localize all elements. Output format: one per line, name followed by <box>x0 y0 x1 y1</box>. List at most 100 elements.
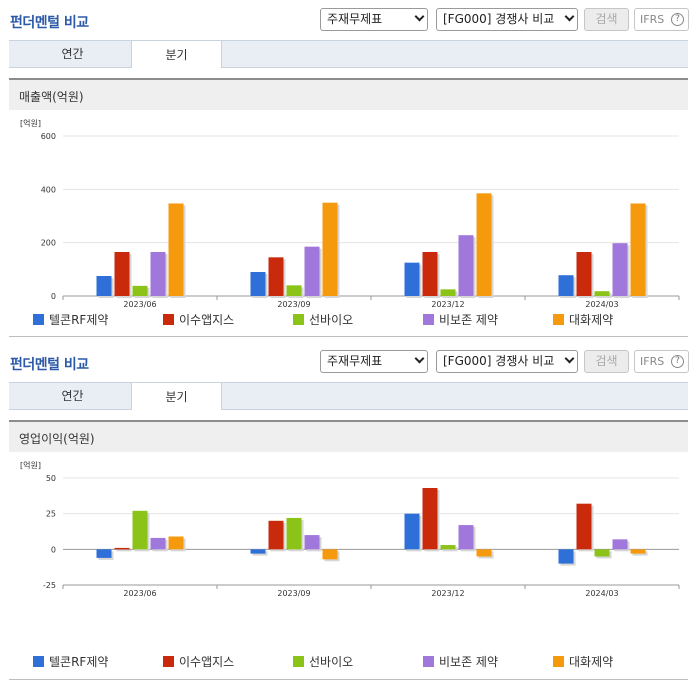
comparison-select-value: [FG000] 경쟁사 비교 <box>443 12 555 26</box>
bar-1-0 <box>114 252 130 296</box>
chart-legend: 텔콘RF제약 이수앱지스 선바이오 비보존 제약 대화제약 <box>0 655 696 669</box>
bar-1-3 <box>576 252 592 296</box>
legend-item[interactable]: 대화제약 <box>553 655 613 669</box>
bar-2-2 <box>440 545 456 550</box>
bar-1-2 <box>422 487 438 550</box>
panel-header: 펀더멘털 비교 주재무제표 [FG000] 경쟁사 비교 검색 IFRS ? <box>0 342 696 382</box>
bar-4-1 <box>322 549 338 560</box>
bar-0-1 <box>250 549 266 554</box>
tab-quarterly[interactable]: 분기 <box>131 382 222 410</box>
legend-item[interactable]: 비보존 제약 <box>423 313 498 327</box>
bar-0-2 <box>404 262 420 296</box>
bar-2-1 <box>286 517 302 550</box>
bar-3-1 <box>304 246 320 296</box>
chart-legend: 텔콘RF제약 이수앱지스 선바이오 비보존 제약 대화제약 <box>0 313 696 327</box>
legend-swatch <box>553 656 564 667</box>
bar-4-0 <box>168 203 184 296</box>
legend-item[interactable]: 비보존 제약 <box>423 655 498 669</box>
statement-select[interactable]: 주재무제표 <box>320 8 428 31</box>
bar-2-1 <box>286 285 302 296</box>
divider <box>9 336 688 337</box>
ifrs-label: IFRS <box>640 355 665 368</box>
statement-select-value: 주재무제표 <box>327 354 383 368</box>
bar-4-2 <box>476 549 492 557</box>
legend-swatch <box>33 656 44 667</box>
bar-4-0 <box>168 536 184 550</box>
legend-item[interactable]: 선바이오 <box>293 655 353 669</box>
revenue-bar-chart: [억원] 0 200 400 600 2023/06 2023/09 2023/12 2024/… <box>20 118 680 309</box>
section-title-bar: 영업이익(억원) <box>9 420 688 452</box>
panel-title: 펀더멘털 비교 <box>10 357 89 373</box>
period-tabs: 연간 분기 <box>9 382 688 410</box>
y-tick-label: 0 <box>51 545 56 554</box>
y-tick-label: 50 <box>46 474 56 483</box>
legend-label: 텔콘RF제약 <box>49 655 109 669</box>
bar-2-3 <box>594 549 610 557</box>
panel-header: 펀더멘털 비교 주재무제표 [FG000] 경쟁사 비교 검색 IFRS ? <box>0 0 696 40</box>
legend-swatch <box>293 656 304 667</box>
bar-3-1 <box>304 535 320 550</box>
legend-item[interactable]: 텔콘RF제약 <box>33 655 108 669</box>
help-icon[interactable]: ? <box>671 355 684 368</box>
divider <box>9 679 688 680</box>
y-tick-label: -25 <box>43 581 56 590</box>
bar-3-0 <box>150 537 166 550</box>
y-axis-unit-label: [억원] <box>20 118 41 128</box>
fundamental-panel-revenue: 펀더멘털 비교 주재무제표 [FG000] 경쟁사 비교 검색 IFRS ? 연… <box>0 0 696 337</box>
bar-0-2 <box>404 513 420 550</box>
bar-2-2 <box>440 289 456 296</box>
legend-swatch <box>293 314 304 325</box>
legend-item[interactable]: 선바이오 <box>293 313 353 327</box>
comparison-select-value: [FG000] 경쟁사 비교 <box>443 354 555 368</box>
search-button[interactable]: 검색 <box>584 350 629 373</box>
tab-quarterly[interactable]: 분기 <box>131 40 222 68</box>
y-tick-label: 0 <box>51 292 56 301</box>
x-tick-label: 2023/06 <box>123 300 156 309</box>
x-tick-label: 2023/12 <box>431 589 464 598</box>
tab-annual[interactable]: 연간 <box>61 47 84 61</box>
bar-4-3 <box>630 203 646 296</box>
help-icon[interactable]: ? <box>671 13 684 26</box>
statement-select[interactable]: 주재무제표 <box>320 350 428 373</box>
legend-item[interactable]: 텔콘RF제약 <box>33 313 108 327</box>
bar-0-3 <box>558 275 574 296</box>
bar-shadow <box>116 549 132 552</box>
legend-swatch <box>163 656 174 667</box>
y-tick-label: 25 <box>46 510 56 519</box>
legend-label: 선바이오 <box>309 655 354 669</box>
y-axis-unit-label: [억원] <box>20 460 41 470</box>
period-tabs: 연간 분기 <box>9 40 688 68</box>
bar-4-2 <box>476 193 492 296</box>
ifrs-button[interactable]: IFRS ? <box>634 350 689 373</box>
y-tick-label: 600 <box>41 132 56 141</box>
bar-1-1 <box>268 257 284 296</box>
legend-label: 대화제약 <box>569 313 614 327</box>
section-title: 영업이익(억원) <box>19 432 95 446</box>
x-tick-label: 2024/03 <box>585 589 618 598</box>
legend-swatch <box>423 314 434 325</box>
bar-0-0 <box>96 549 112 558</box>
legend-item[interactable]: 대화제약 <box>553 313 613 327</box>
x-tick-label: 2023/09 <box>277 300 310 309</box>
bar-3-0 <box>150 252 166 296</box>
bar-4-1 <box>322 202 338 296</box>
comparison-select[interactable]: [FG000] 경쟁사 비교 <box>436 8 578 31</box>
bar-0-3 <box>558 549 574 564</box>
bar-1-1 <box>268 520 284 550</box>
bar-2-0 <box>132 510 148 550</box>
search-button[interactable]: 검색 <box>584 8 629 31</box>
tab-annual[interactable]: 연간 <box>61 389 84 403</box>
legend-item[interactable]: 이수앱지스 <box>163 313 234 327</box>
legend-label: 이수앱지스 <box>179 655 235 669</box>
x-tick-label: 2024/03 <box>585 300 618 309</box>
legend-label: 이수앱지스 <box>179 313 235 327</box>
legend-label: 대화제약 <box>569 655 614 669</box>
bar-3-2 <box>458 525 474 550</box>
section-title-bar: 매출액(억원) <box>9 78 688 110</box>
x-tick-label: 2023/12 <box>431 300 464 309</box>
legend-swatch <box>163 314 174 325</box>
legend-item[interactable]: 이수앱지스 <box>163 655 234 669</box>
comparison-select[interactable]: [FG000] 경쟁사 비교 <box>436 350 578 373</box>
x-tick-label: 2023/09 <box>277 589 310 598</box>
ifrs-button[interactable]: IFRS ? <box>634 8 689 31</box>
